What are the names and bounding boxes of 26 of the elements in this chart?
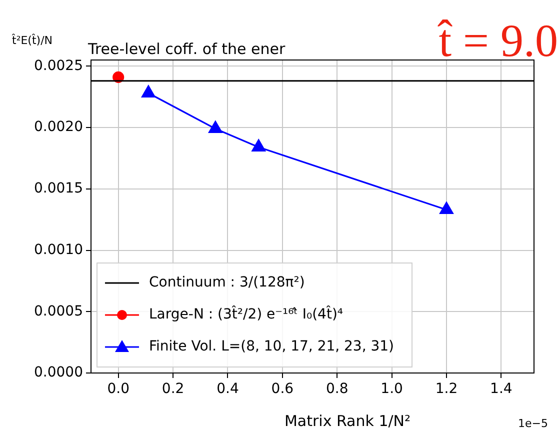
y-tick-label: 0.0025 <box>34 58 83 74</box>
y-tick-label: 0.0005 <box>34 303 83 320</box>
y-axis-title: t̂²E(t̂)/N <box>11 32 53 47</box>
x-tick-label: 1.4 <box>490 381 512 398</box>
x-tick-label: 0.0 <box>107 381 130 398</box>
x-tick-label: 1.0 <box>380 381 403 398</box>
x-tick-label: 0.2 <box>162 381 184 398</box>
point <box>440 202 454 214</box>
annotation: t̂ = 9.0 <box>436 15 558 66</box>
y-tick-label: 0.0010 <box>34 242 83 258</box>
x-axis-title: Matrix Rank 1/N² <box>284 412 411 428</box>
point <box>252 139 266 152</box>
x-tick-label: 0.4 <box>216 381 239 398</box>
point <box>208 120 222 134</box>
x-tick-label: 0.6 <box>271 381 294 398</box>
point <box>142 85 156 98</box>
legend-label: Finite Vol. L=(8, 10, 17, 21, 23, 31) <box>149 338 394 355</box>
y-tick-label: 0.0020 <box>34 119 83 136</box>
text: 1e−5 <box>518 417 548 428</box>
x-tick-label: 0.8 <box>326 381 348 398</box>
y-tick-label: 0.0000 <box>34 364 83 381</box>
x-tick-label: 1.2 <box>435 381 458 398</box>
y-tick-label: 0.0015 <box>34 180 83 197</box>
legend-label: Large-N : (3t̂²/2) e⁻¹⁶ᵗ̂ I₀(4t̂)⁴ <box>149 305 344 323</box>
legend-label: Continuum : 3/(128π²) <box>149 274 305 291</box>
chart-title: Tree-level coff. of the ener <box>87 40 286 58</box>
